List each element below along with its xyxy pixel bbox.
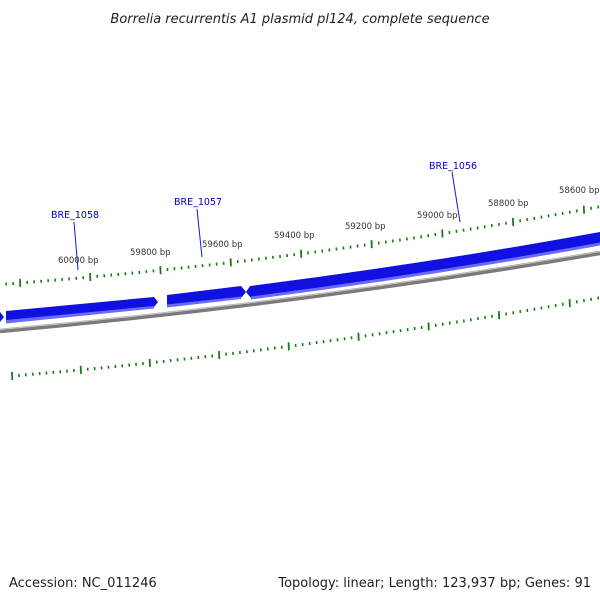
ruler-label: 59000 bp: [417, 211, 458, 221]
sequence-backbone: [0, 250, 600, 334]
gene-arrow-segment-3[interactable]: [246, 232, 600, 298]
ruler-label: 58800 bp: [488, 199, 529, 209]
ruler-label: 59200 bp: [345, 222, 386, 232]
gene-highlight-3: [251, 242, 600, 300]
gene-arrow-segment-2[interactable]: [167, 286, 246, 306]
gene-label-text: BRE_1057: [174, 197, 222, 208]
sequence-summary: Topology: linear; Length: 123,937 bp; Ge…: [277, 576, 591, 591]
gene-features: [0, 232, 600, 324]
gene-label-bre-1056[interactable]: BRE_1056: [429, 161, 477, 223]
ruler-labels: 60000 bp 59800 bp 59600 bp 59400 bp 5920…: [58, 186, 600, 266]
gene-label-bre-1058[interactable]: BRE_1058: [51, 210, 99, 271]
map-title: Borrelia recurrentis A1 plasmid pl124, c…: [110, 12, 489, 27]
outer-tick-row: [5, 205, 600, 287]
gene-highlight-2: [167, 296, 241, 308]
gene-label-bre-1057[interactable]: BRE_1057: [174, 197, 222, 258]
ruler-label: 58600 bp: [559, 186, 600, 196]
ruler-label: 59600 bp: [202, 240, 243, 250]
accession-label: Accession: NC_011246: [9, 576, 157, 591]
ruler-label: 60000 bp: [58, 256, 99, 266]
gene-highlight-1: [6, 306, 154, 324]
gene-label-text: BRE_1056: [429, 161, 477, 172]
gene-label-text: BRE_1058: [51, 210, 99, 221]
ruler-label: 59800 bp: [130, 248, 171, 258]
inner-tick-row: [11, 296, 600, 381]
gene-arrow-segment-1[interactable]: [6, 297, 158, 322]
gene-arrow-left-edge[interactable]: [0, 312, 4, 322]
ruler-label: 59400 bp: [274, 231, 315, 241]
